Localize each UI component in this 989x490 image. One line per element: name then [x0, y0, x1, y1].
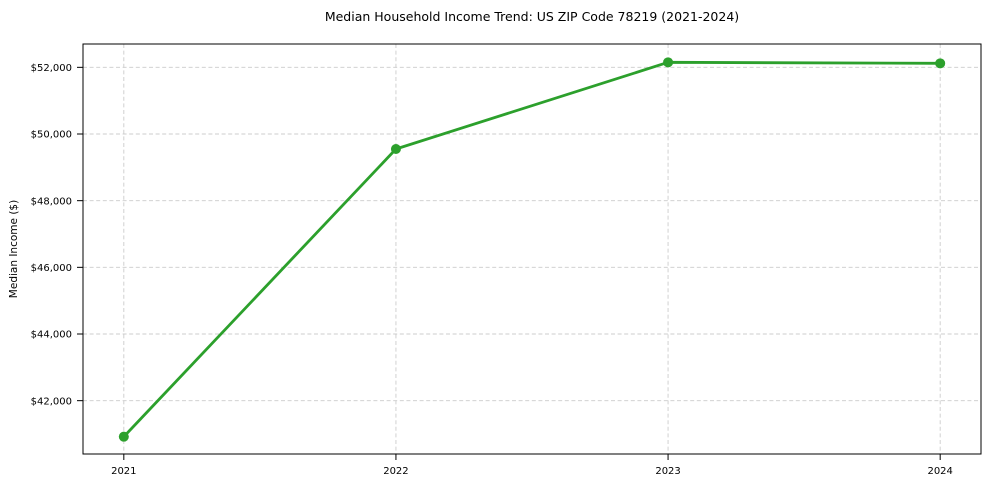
data-point [390, 144, 401, 154]
y-tick-label: $50,000 [31, 130, 72, 141]
plot-frame [82, 43, 982, 455]
plot-area: $42,000 $44,000 $46,000 $48,000 $50,000 $52,0… [31, 43, 982, 477]
y-tick-label: $52,000 [31, 63, 72, 74]
y-tick-label: $44,000 [31, 330, 72, 341]
series-line [122, 60, 942, 439]
data-point [118, 431, 129, 442]
data-point [663, 57, 674, 68]
x-tick-label: 2024 [927, 466, 952, 477]
y-tick-label: $46,000 [31, 263, 72, 274]
x-tick-label: 2021 [111, 466, 136, 477]
y-tick-label: $42,000 [31, 396, 72, 407]
x-tick-label: 2023 [655, 466, 680, 477]
data-point [935, 58, 946, 69]
chart-title: Median Household Income Trend: US ZIP Co… [325, 9, 739, 24]
x-tick-label: 2022 [383, 466, 408, 477]
y-tick-label: $48,000 [31, 196, 72, 207]
y-axis-title: Median Income ($) [8, 200, 20, 298]
